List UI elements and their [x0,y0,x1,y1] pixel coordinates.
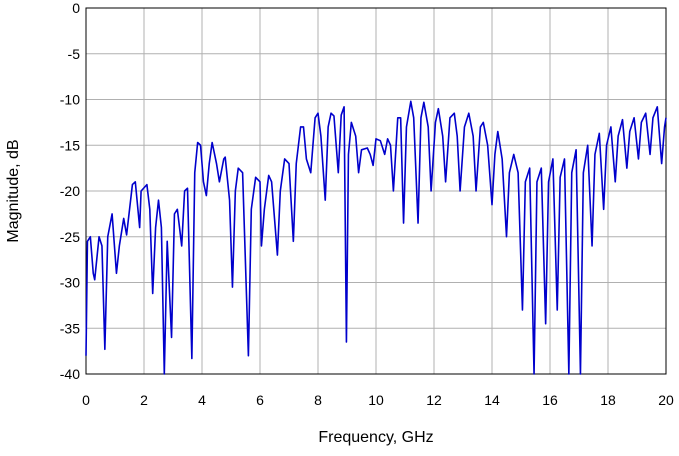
x-tick-label: 4 [198,392,206,408]
x-tick-label: 16 [542,392,558,408]
x-tick-label: 20 [658,392,674,408]
x-axis-label: Frequency, GHz [318,429,433,446]
x-tick-label: 0 [82,392,90,408]
y-tick-label: -15 [60,137,80,153]
y-tick-label: -10 [60,92,80,108]
y-tick-label: -40 [60,366,80,382]
x-tick-label: 6 [256,392,264,408]
x-tick-label: 14 [484,392,500,408]
x-tick-label: 10 [368,392,384,408]
y-tick-label: -5 [68,46,81,62]
x-tick-label: 12 [426,392,442,408]
y-tick-label: -25 [60,229,80,245]
y-tick-label: -35 [60,320,80,336]
y-tick-label: -30 [60,275,80,291]
x-tick-label: 18 [600,392,616,408]
x-tick-label: 2 [140,392,148,408]
y-axis-label: Magnitude, dB [5,139,22,242]
y-tick-label: 0 [72,0,80,16]
plot-frame [85,7,667,375]
x-tick-label: 8 [314,392,322,408]
data-line [85,100,667,375]
y-tick-label: -20 [60,183,80,199]
